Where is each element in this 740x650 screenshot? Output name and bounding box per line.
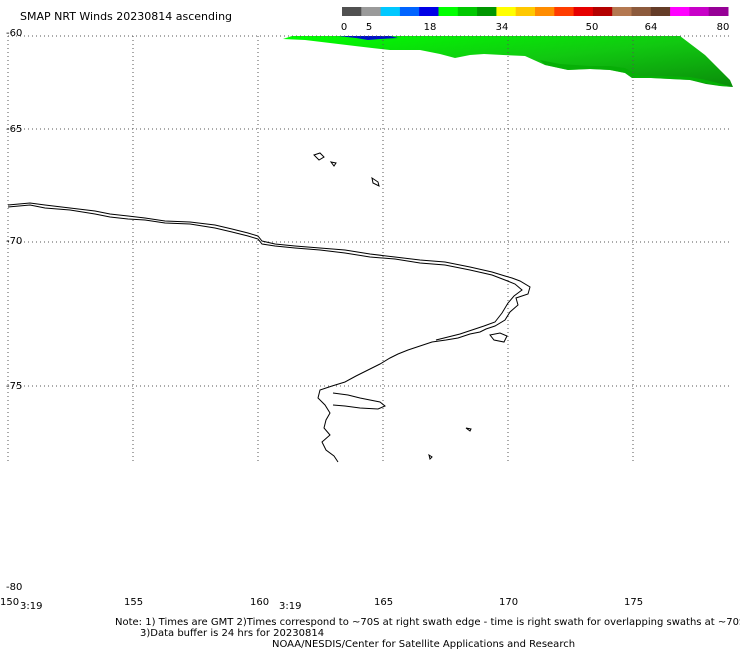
colorbar-swatch [535, 7, 555, 16]
colorbar-swatch [631, 7, 652, 16]
lon-label: 170 [499, 597, 518, 608]
colorbar-swatch [515, 7, 536, 16]
lat-label: -70 [6, 236, 22, 247]
wind-swath [283, 36, 733, 87]
colorbar-swatch [573, 7, 594, 16]
note-line: 3)Data buffer is 24 hrs for 20230814 [140, 628, 324, 639]
colorbar-swatch [361, 7, 382, 16]
colorbar-label: 34 [496, 22, 509, 33]
colorbar-labels: 0 5 18 34 50 64 80 [341, 22, 730, 33]
colorbar-swatch [670, 7, 690, 16]
colorbar-swatch [380, 7, 401, 16]
colorbar-swatch [457, 7, 478, 16]
credit-line: NOAA/NESDIS/Center for Satellite Applica… [272, 639, 575, 650]
colorbar-label: 0 [341, 22, 347, 33]
colorbar-swatch [438, 7, 459, 16]
lon-labels: 150 155 160 165 170 175 [0, 597, 643, 608]
colorbar-swatch [554, 7, 575, 16]
colorbar [342, 7, 729, 16]
colorbar-swatch [592, 7, 613, 16]
map-title: SMAP NRT Winds 20230814 ascending [20, 10, 232, 23]
colorbar-label: 50 [586, 22, 599, 33]
lat-label: -60 [6, 28, 22, 39]
colorbar-swatch [496, 7, 517, 16]
lon-label: 175 [624, 597, 643, 608]
colorbar-swatch [708, 7, 729, 16]
map-grid [7, 35, 732, 463]
lon-label: 150 [0, 597, 19, 608]
swath-time: 3:19 [279, 601, 301, 612]
swath-time: 3:19 [20, 601, 42, 612]
colorbar-swatch [419, 7, 439, 16]
colorbar-swatch [650, 7, 671, 16]
colorbar-label: 80 [717, 22, 730, 33]
coastline [7, 152, 531, 463]
colorbar-swatch [399, 7, 420, 16]
lat-labels: -60 -65 -70 -75 -80 [6, 28, 22, 593]
colorbar-swatch [689, 7, 710, 16]
colorbar-label: 64 [645, 22, 658, 33]
notes: Note: 1) Times are GMT 2)Times correspon… [115, 617, 740, 650]
lon-label: 160 [250, 597, 269, 608]
note-line: Note: 1) Times are GMT 2)Times correspon… [115, 617, 740, 628]
lon-label: 165 [374, 597, 393, 608]
colorbar-label: 18 [424, 22, 437, 33]
colorbar-label: 5 [366, 22, 372, 33]
colorbar-swatch [342, 7, 362, 16]
lat-label: -65 [6, 124, 22, 135]
lat-label: -80 [6, 582, 22, 593]
lon-label: 155 [124, 597, 143, 608]
lat-label: -75 [6, 381, 22, 392]
colorbar-swatch [477, 7, 497, 16]
colorbar-swatch [612, 7, 632, 16]
